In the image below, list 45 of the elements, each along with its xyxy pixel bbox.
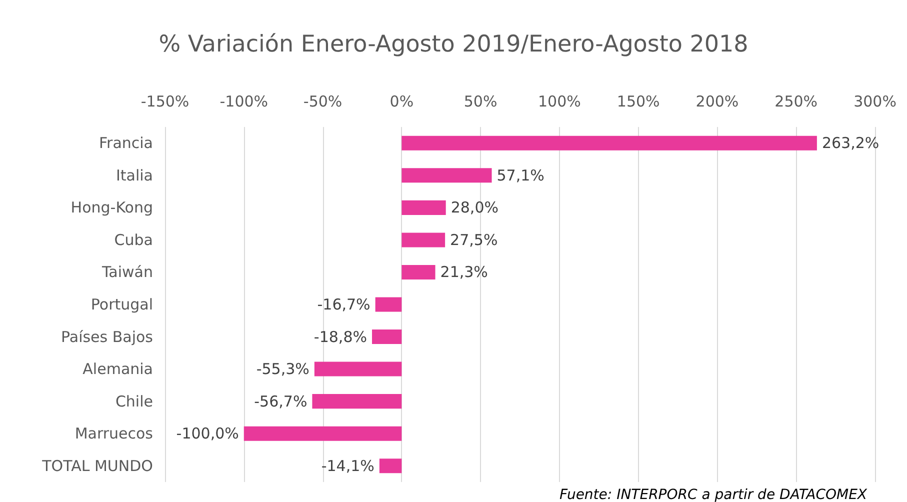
y-tick-label: Francia: [98, 134, 153, 152]
bar: [244, 426, 402, 441]
y-tick-label: Taiwán: [100, 263, 153, 282]
y-tick-label: Marruecos: [74, 424, 154, 443]
y-tick-label: Chile: [115, 392, 153, 410]
bar: [379, 458, 402, 474]
y-tick-label: Hong-Kong: [70, 198, 153, 217]
bar: [402, 232, 446, 248]
chart-title: % Variación Enero-Agosto 2019/Enero-Agosto 2018: [158, 32, 748, 58]
bar: [375, 297, 402, 312]
data-label: -18,8%: [314, 328, 368, 346]
y-tick-label: Alemania: [82, 360, 153, 378]
data-label: 57,1%: [496, 166, 544, 184]
data-label: -16,7%: [317, 296, 370, 314]
bar: [312, 394, 402, 409]
data-label: -55,3%: [256, 360, 310, 378]
data-label: 28,0%: [450, 198, 498, 217]
x-tick-label: 200%: [696, 92, 739, 110]
bar: [372, 330, 402, 344]
bar: [314, 362, 402, 376]
x-tick-label: 100%: [538, 92, 581, 110]
x-tick-label: -50%: [303, 92, 342, 110]
x-tick-label: 250%: [774, 92, 818, 110]
data-label: -100,0%: [176, 424, 239, 443]
x-tick-label: 0%: [390, 92, 414, 110]
data-label: -56,7%: [254, 392, 308, 410]
x-tick-label: -100%: [220, 92, 268, 110]
bar: [402, 200, 446, 215]
y-tick-label: Portugal: [90, 296, 153, 314]
bar: [402, 136, 817, 150]
data-label: 263,2%: [822, 134, 880, 152]
y-tick-label: TOTAL MUNDO: [41, 456, 153, 475]
x-tick-label: 150%: [616, 92, 660, 110]
y-tick-label: Países Bajos: [61, 328, 154, 346]
data-label: 21,3%: [440, 263, 488, 282]
bar: [402, 168, 492, 183]
data-label: -14,1%: [321, 456, 374, 475]
x-tick-label: -150%: [140, 92, 190, 110]
y-tick-label: Cuba: [114, 230, 153, 249]
bar: [402, 264, 436, 280]
data-label: 27,5%: [450, 230, 498, 249]
y-tick-label: Italia: [116, 166, 153, 184]
x-tick-label: 300%: [854, 92, 896, 110]
source-note: Fuente: INTERPORC a partir de DATACOMEX: [559, 487, 868, 502]
x-tick-label: 50%: [464, 92, 498, 110]
